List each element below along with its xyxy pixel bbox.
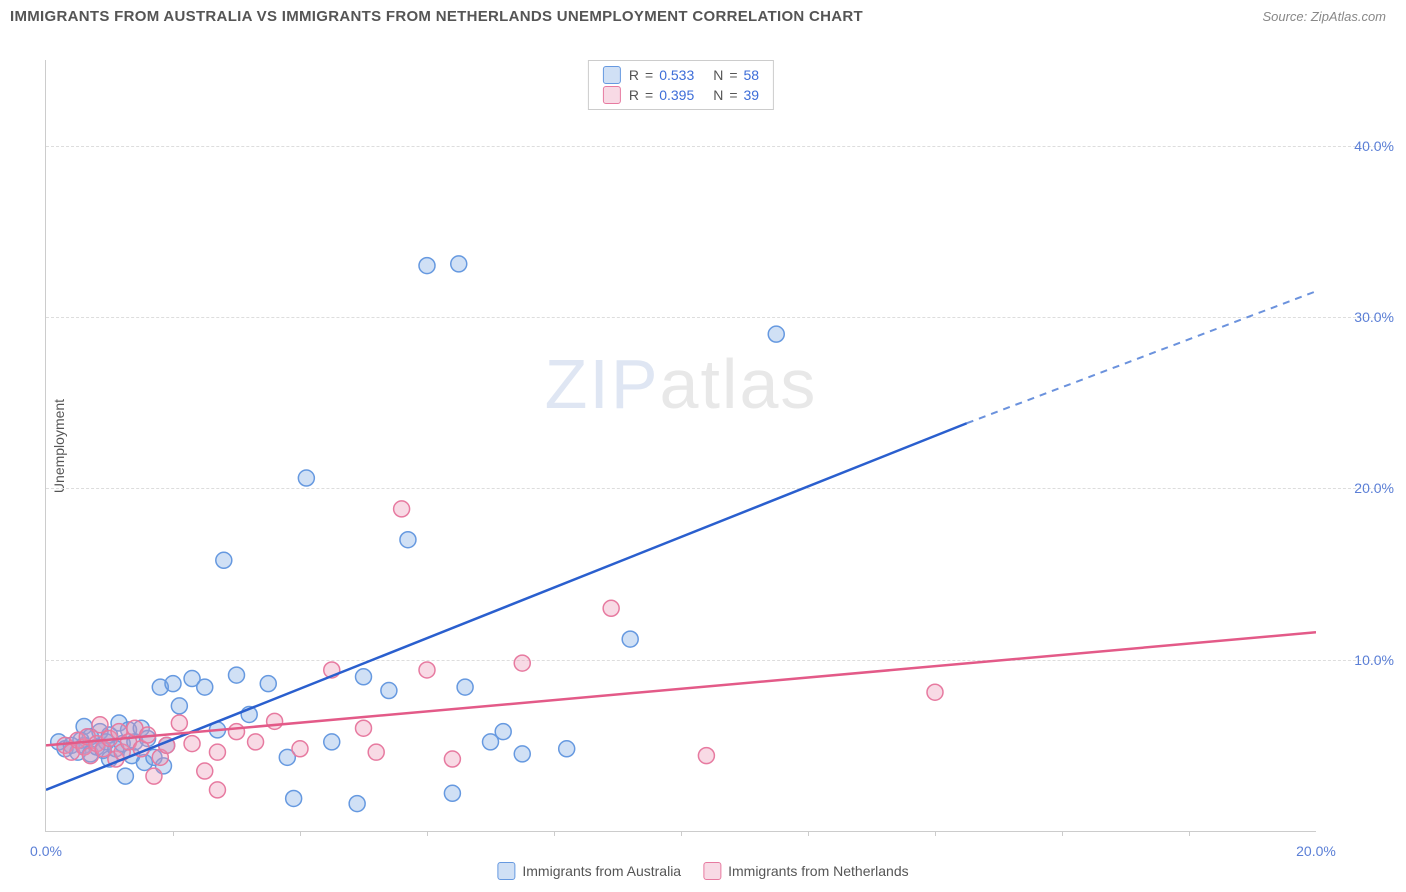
plot-area: R = 0.533 N = 58 R = 0.395 N = 39 ZIPatl… [45,60,1316,832]
x-tick-mark [173,831,174,836]
data-point-series-1 [267,713,283,729]
x-tick-mark [808,831,809,836]
legend-item-netherlands: Immigrants from Netherlands [703,862,909,880]
x-tick-mark [681,831,682,836]
data-point-series-0 [381,683,397,699]
data-point-series-0 [356,669,372,685]
stats-row-australia: R = 0.533 N = 58 [603,65,759,85]
r-label: R [629,67,639,83]
data-point-series-0 [451,256,467,272]
data-point-series-0 [349,796,365,812]
r-value-australia: 0.533 [659,67,705,83]
x-tick-mark [1062,831,1063,836]
swatch-netherlands-icon [603,86,621,104]
data-point-series-1 [444,751,460,767]
source-attribution: Source: ZipAtlas.com [1262,9,1386,24]
r-value-netherlands: 0.395 [659,87,705,103]
x-tick-mark [300,831,301,836]
data-point-series-0 [197,679,213,695]
data-point-series-0 [171,698,187,714]
equals-sign: = [729,67,737,83]
data-point-series-0 [514,746,530,762]
n-value-netherlands: 39 [744,87,760,103]
data-point-series-1 [146,768,162,784]
data-point-series-1 [209,744,225,760]
data-point-series-0 [400,532,416,548]
data-point-series-0 [286,790,302,806]
trendline-australia-extrapolated [967,291,1316,423]
equals-sign: = [729,87,737,103]
y-tick-label: 20.0% [1354,480,1394,496]
swatch-australia-icon [497,862,515,880]
data-point-series-1 [184,736,200,752]
data-point-series-1 [209,782,225,798]
data-point-series-0 [117,768,133,784]
swatch-australia-icon [603,66,621,84]
n-value-australia: 58 [744,67,760,83]
data-point-series-1 [394,501,410,517]
chart-header: IMMIGRANTS FROM AUSTRALIA VS IMMIGRANTS … [0,0,1406,29]
x-tick-label: 0.0% [30,843,62,859]
data-point-series-1 [603,600,619,616]
data-point-series-0 [559,741,575,757]
scatter-svg [46,60,1316,831]
data-point-series-1 [292,741,308,757]
n-label: N [713,87,723,103]
data-point-series-1 [171,715,187,731]
data-point-series-0 [457,679,473,695]
data-point-series-1 [419,662,435,678]
data-point-series-1 [927,684,943,700]
data-point-series-1 [698,748,714,764]
x-tick-mark [427,831,428,836]
data-point-series-1 [248,734,264,750]
r-label: R [629,87,639,103]
data-point-series-0 [419,258,435,274]
data-point-series-0 [165,676,181,692]
equals-sign: = [645,87,653,103]
y-tick-label: 10.0% [1354,652,1394,668]
trendline-netherlands [46,632,1316,745]
n-label: N [713,67,723,83]
data-point-series-0 [495,724,511,740]
bottom-legend: Immigrants from Australia Immigrants fro… [497,862,908,880]
data-point-series-1 [92,717,108,733]
y-tick-label: 40.0% [1354,138,1394,154]
x-tick-mark [935,831,936,836]
data-point-series-0 [298,470,314,486]
swatch-netherlands-icon [703,862,721,880]
chart-title: IMMIGRANTS FROM AUSTRALIA VS IMMIGRANTS … [10,8,863,25]
legend-label-netherlands: Immigrants from Netherlands [728,863,909,879]
x-tick-mark [1189,831,1190,836]
data-point-series-1 [514,655,530,671]
x-tick-mark [554,831,555,836]
data-point-series-1 [356,720,372,736]
data-point-series-0 [324,734,340,750]
data-point-series-0 [444,785,460,801]
data-point-series-0 [229,667,245,683]
data-point-series-1 [229,724,245,740]
data-point-series-0 [622,631,638,647]
data-point-series-0 [216,552,232,568]
data-point-series-1 [197,763,213,779]
legend-item-australia: Immigrants from Australia [497,862,681,880]
data-point-series-1 [368,744,384,760]
data-point-series-0 [768,326,784,342]
legend-label-australia: Immigrants from Australia [522,863,681,879]
y-tick-label: 30.0% [1354,309,1394,325]
x-tick-label: 20.0% [1296,843,1336,859]
equals-sign: = [645,67,653,83]
stats-row-netherlands: R = 0.395 N = 39 [603,85,759,105]
data-point-series-0 [260,676,276,692]
correlation-stats-box: R = 0.533 N = 58 R = 0.395 N = 39 [588,60,774,110]
